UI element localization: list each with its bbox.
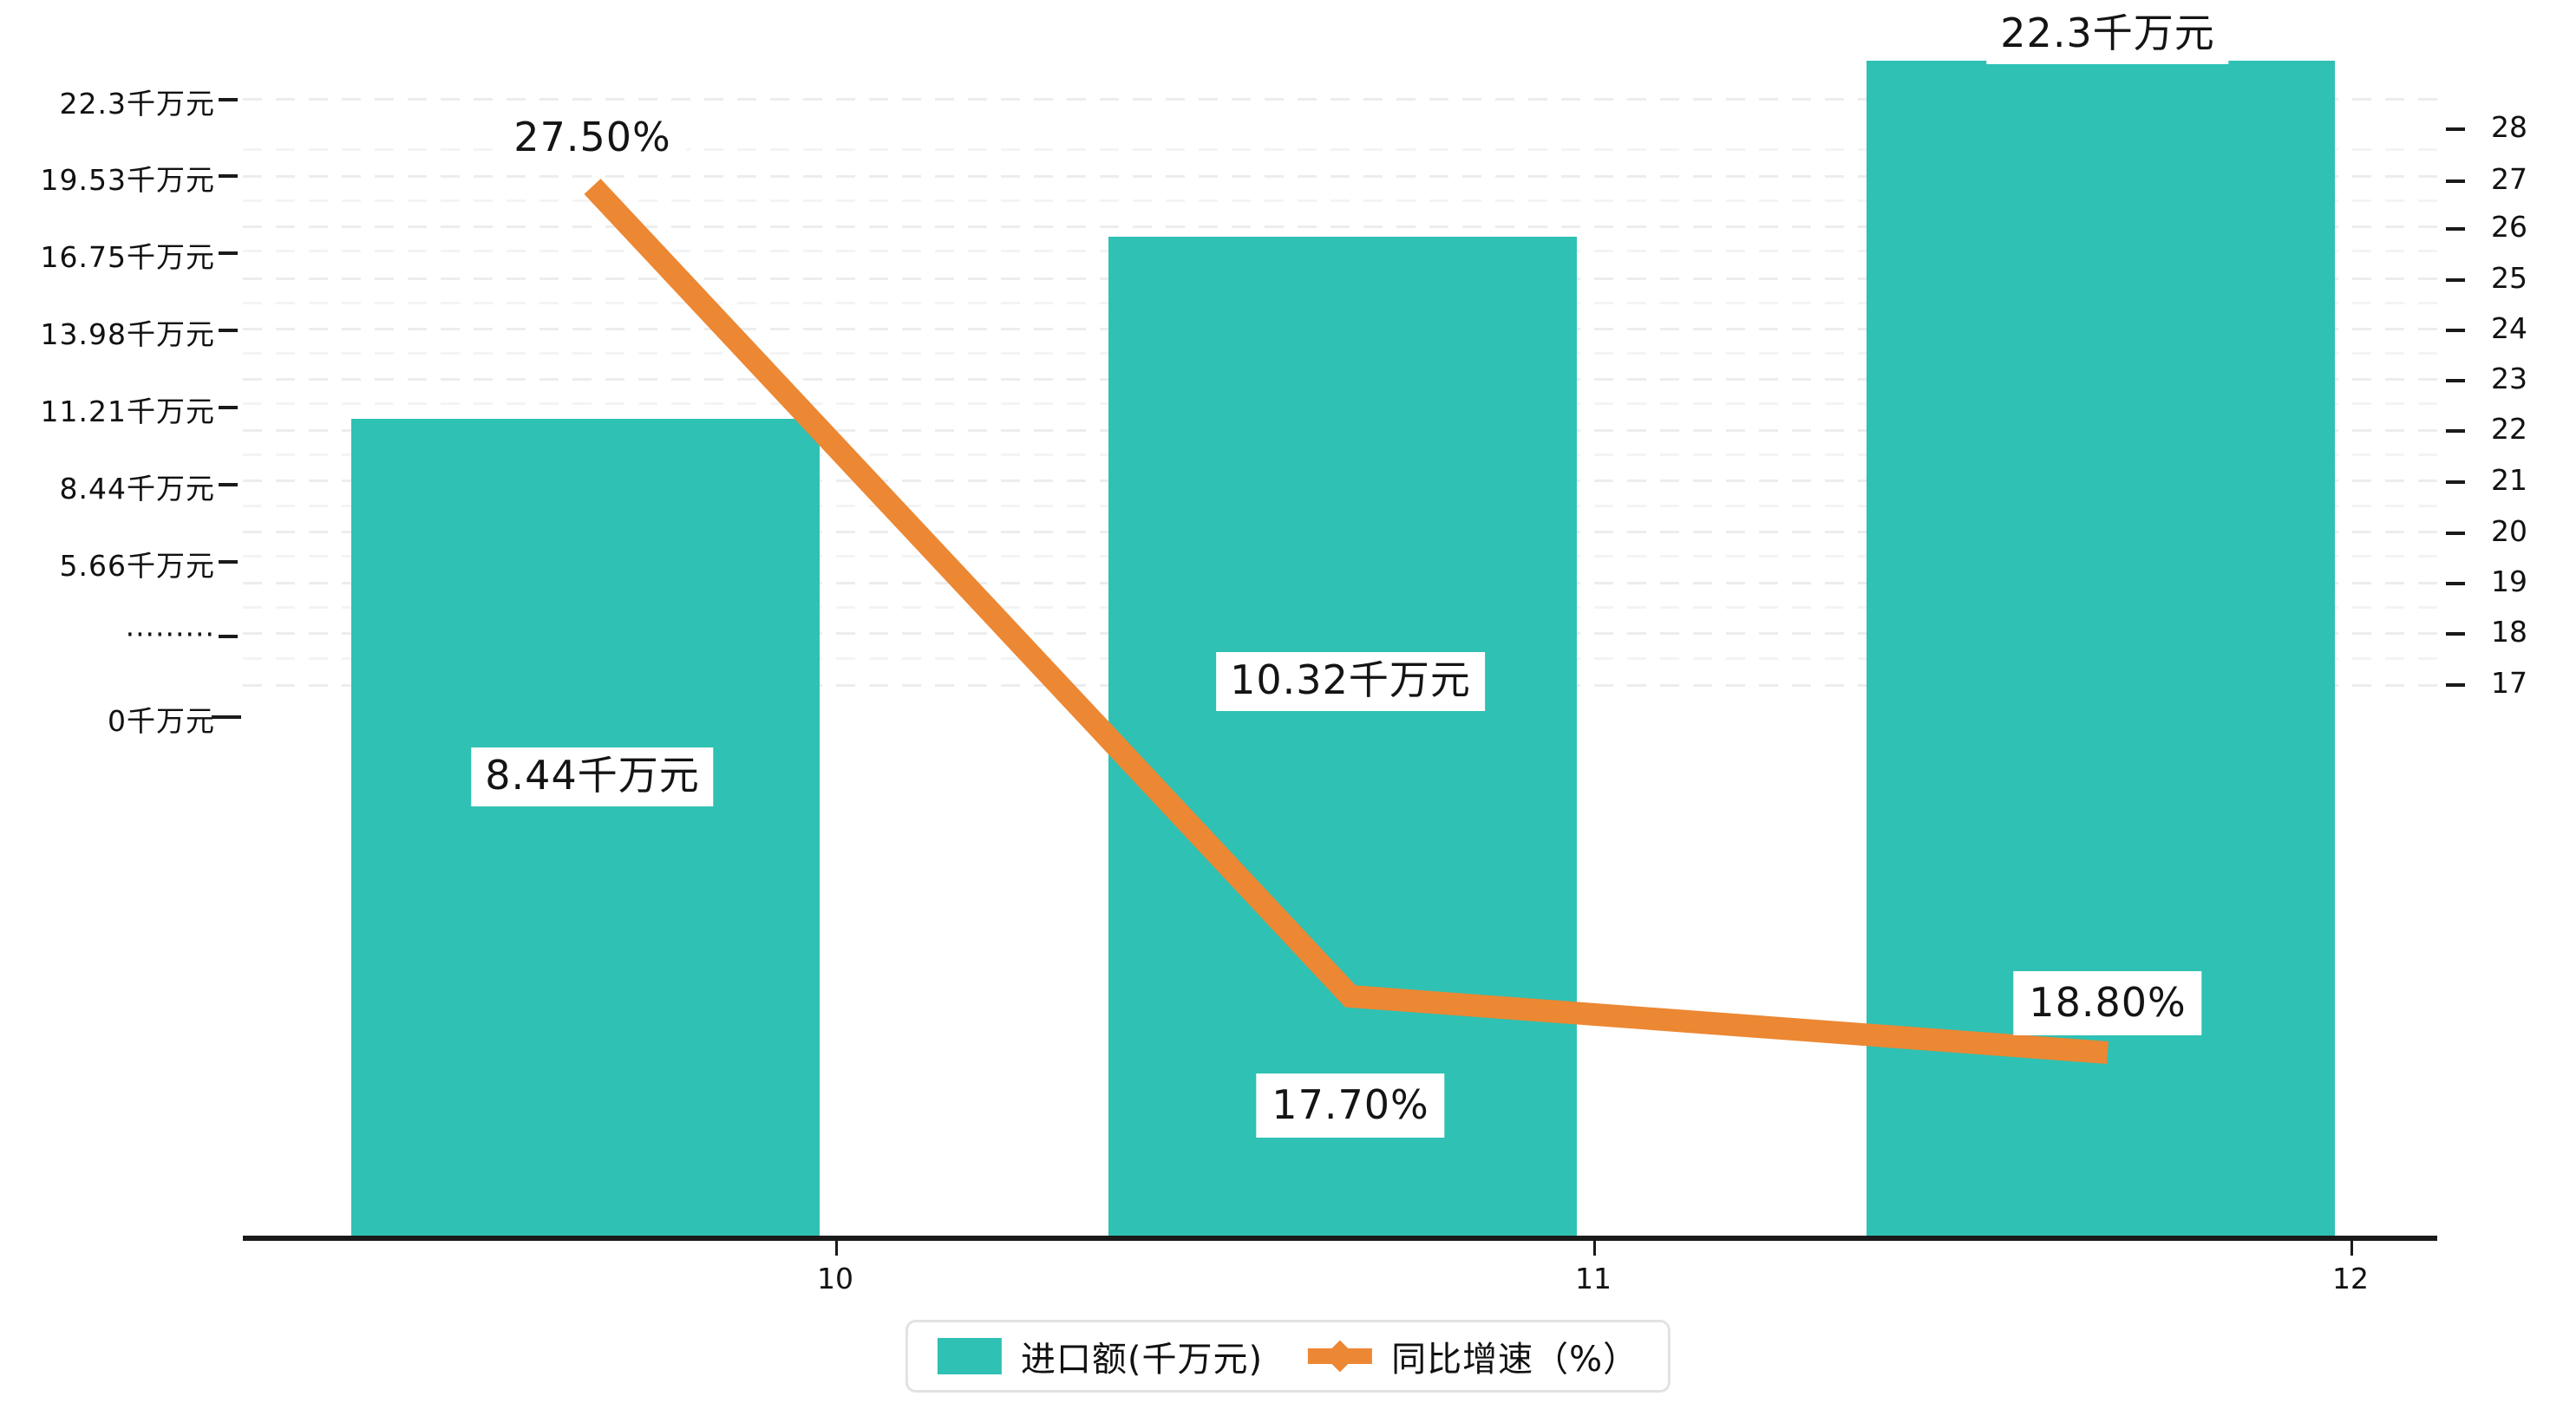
y-axis-right-label: 28 xyxy=(2491,110,2527,144)
y-axis-left-tick xyxy=(219,251,238,255)
y-axis-left-tick xyxy=(219,329,238,332)
y-axis-right-tick xyxy=(2446,480,2465,484)
y-axis-left-label: 16.75千万元 xyxy=(40,240,215,274)
y-axis-right-tick xyxy=(2446,329,2465,332)
y-axis-left-tick xyxy=(219,635,238,638)
y-axis-right-label: 18 xyxy=(2491,615,2527,649)
chart-legend: 进口额(千万元) 同比增速（%） xyxy=(905,1320,1671,1393)
y-axis-right-tick xyxy=(2446,127,2465,131)
legend-item-label: 同比增速（%） xyxy=(1391,1340,1639,1380)
y-axis-left-tick xyxy=(219,560,238,564)
bar-value-label: 10.32千万元 xyxy=(1216,652,1485,712)
y-axis-right-label: 24 xyxy=(2491,311,2527,345)
y-axis-left-tick xyxy=(219,174,238,178)
bar-12[interactable] xyxy=(1867,61,2335,1236)
y-axis-right-tick xyxy=(2446,582,2465,585)
y-axis-right-label: 22 xyxy=(2491,412,2527,446)
y-axis-right-tick xyxy=(2446,532,2465,535)
legend-bar-swatch-icon xyxy=(937,1338,1002,1374)
x-axis-tick xyxy=(2350,1241,2353,1256)
gridline xyxy=(243,175,2437,178)
y-axis-right-tick xyxy=(2446,179,2465,183)
y-axis-right-tick xyxy=(2446,379,2465,382)
legend-line-diamond-icon xyxy=(1308,1338,1373,1374)
x-axis-label: 11 xyxy=(1575,1262,1612,1295)
x-axis-label: 10 xyxy=(817,1262,853,1295)
y-axis-left-label: 19.53千万元 xyxy=(40,163,215,197)
y-axis-left-label: 0千万元 xyxy=(108,704,215,738)
gridline xyxy=(243,98,2437,101)
x-axis-line xyxy=(243,1236,2437,1241)
y-axis-right-label: 21 xyxy=(2491,463,2527,497)
y-axis-right-label: 26 xyxy=(2491,210,2527,244)
y-axis-left-label: 5.66千万元 xyxy=(59,549,215,583)
y-axis-left-tick xyxy=(219,406,238,409)
y-axis-right-label: 27 xyxy=(2491,162,2527,196)
bar-value-label: 22.3千万元 xyxy=(1986,5,2229,65)
y-axis-right-tick xyxy=(2446,632,2465,636)
legend-item-import-amount[interactable]: 进口额(千万元) xyxy=(937,1331,1264,1381)
y-axis-left-tick xyxy=(212,715,241,719)
y-axis-right-label: 19 xyxy=(2491,564,2527,598)
line-value-label: 18.80% xyxy=(2013,971,2202,1036)
y-axis-right-tick xyxy=(2446,278,2465,282)
x-axis-tick xyxy=(1593,1241,1596,1256)
y-axis-left-label: 11.21千万元 xyxy=(40,395,215,428)
legend-item-yoy-growth[interactable]: 同比增速（%） xyxy=(1308,1331,1638,1381)
y-axis-right-label: 25 xyxy=(2491,261,2527,295)
y-axis-left-tick xyxy=(219,98,238,101)
bar-10[interactable] xyxy=(351,419,820,1236)
bar-value-label: 8.44千万元 xyxy=(471,747,714,807)
legend-item-label: 进口额(千万元) xyxy=(1020,1340,1264,1380)
plot-area xyxy=(243,61,2437,1236)
y-axis-left-label: ········· xyxy=(125,617,215,651)
y-axis-right-tick xyxy=(2446,429,2465,433)
y-axis-right-label: 20 xyxy=(2491,514,2527,548)
y-axis-right-tick xyxy=(2446,683,2465,687)
x-axis-label: 12 xyxy=(2332,1262,2369,1295)
y-axis-left-label: 22.3千万元 xyxy=(59,87,215,121)
y-axis-right-label: 17 xyxy=(2491,666,2527,700)
y-axis-left-label: 13.98千万元 xyxy=(40,317,215,351)
gridline xyxy=(243,148,2437,151)
y-axis-left-tick xyxy=(219,483,238,486)
x-axis-tick xyxy=(835,1241,838,1256)
line-value-label: 17.70% xyxy=(1256,1073,1445,1139)
y-axis-left-label: 8.44千万元 xyxy=(59,472,215,506)
y-axis-right-tick xyxy=(2446,227,2465,231)
y-axis-right-label: 23 xyxy=(2491,362,2527,395)
line-value-label: 27.50% xyxy=(498,106,687,171)
